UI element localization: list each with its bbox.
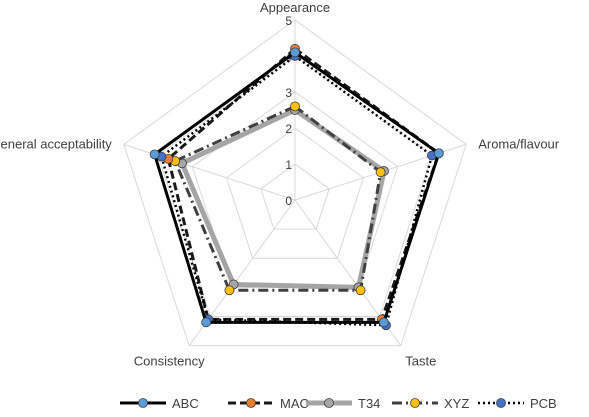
tick-label-5: 5	[285, 14, 292, 28]
point-xyz-1	[375, 167, 386, 178]
legend: ABC MAC T34 XYZ PCB	[120, 396, 557, 411]
point-abc-3	[201, 317, 212, 328]
series-line-pcb	[160, 54, 434, 327]
point-xyz-3	[224, 285, 235, 296]
grid-ring-5	[123, 19, 467, 347]
category-label-2: Taste	[405, 354, 436, 369]
point-abc-1	[433, 148, 444, 159]
point-abc-0	[290, 47, 300, 58]
legend-item-pcb: PCB	[478, 396, 557, 411]
tick-label-1: 1	[285, 158, 292, 172]
legend-item-abc: ABC	[120, 396, 199, 411]
category-label-3: Consistency	[134, 354, 205, 369]
legend-label-abc: ABC	[172, 396, 199, 411]
tick-label-3: 3	[285, 86, 292, 100]
point-abc-2	[378, 317, 389, 328]
series-line-abc	[153, 50, 441, 324]
point-xyz-0	[290, 101, 300, 112]
legend-marker-pcb	[496, 398, 506, 408]
tick-label-0: 0	[285, 194, 292, 208]
category-labels: Appearance Aroma/flavour Taste Consistency G…	[0, 0, 560, 369]
legend-marker-t34	[324, 398, 334, 408]
legend-item-t34: T34	[306, 396, 380, 411]
grid-ring-1	[260, 163, 330, 230]
category-label-4: General acceptability	[0, 136, 112, 151]
series-mac	[163, 43, 444, 325]
legend-item-mac: MAC	[228, 396, 309, 411]
tick-label-2: 2	[285, 122, 292, 136]
point-xyz-2	[355, 285, 366, 296]
series-line-xyz	[173, 104, 383, 292]
legend-marker-mac	[246, 398, 256, 408]
legend-marker-abc	[138, 398, 148, 408]
radar-series	[149, 43, 444, 331]
legend-label-mac: MAC	[280, 396, 309, 411]
legend-item-xyz: XYZ	[392, 396, 469, 411]
point-abc-4	[149, 149, 160, 160]
grid-ring-2	[225, 127, 365, 259]
legend-label-xyz: XYZ	[444, 396, 469, 411]
category-label-1: Aroma/flavour	[478, 136, 560, 151]
legend-marker-xyz	[410, 398, 420, 408]
series-abc	[149, 47, 444, 328]
category-label-0: Appearance	[260, 0, 330, 15]
series-line-t34	[179, 107, 387, 290]
legend-label-pcb: PCB	[530, 396, 557, 411]
legend-label-t34: T34	[358, 396, 380, 411]
